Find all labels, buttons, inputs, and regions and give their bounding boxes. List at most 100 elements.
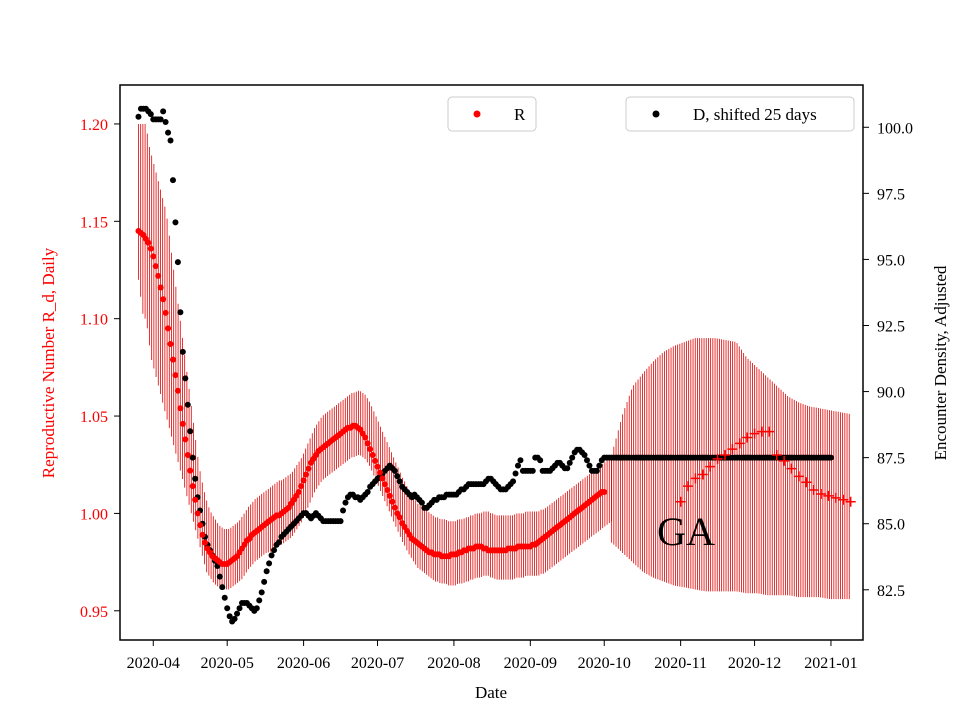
d-point [596, 462, 603, 469]
right-axis-label: Encounter Density, Adjusted [931, 265, 950, 460]
d-point [184, 401, 191, 408]
d-point [236, 605, 243, 612]
r-point [179, 420, 186, 427]
d-point [510, 478, 517, 485]
x-tick-label: 2020-08 [427, 655, 480, 672]
d-point [162, 119, 169, 125]
r-projection-point [771, 450, 782, 460]
left-tick-label: 1.15 [80, 214, 108, 231]
x-tick-label: 2020-10 [578, 655, 631, 672]
d-point [266, 560, 273, 567]
r-point [192, 496, 199, 503]
right-tick-label: 95.0 [877, 252, 905, 269]
d-point [394, 473, 401, 480]
r-projection-point [786, 463, 797, 474]
r-point [194, 510, 201, 517]
right-tick-label: 85.0 [877, 517, 905, 534]
x-tick-label: 2020-04 [127, 655, 180, 672]
x-tick-label: 2020-09 [504, 655, 557, 672]
r-point [295, 489, 302, 495]
x-tick-label: 2020-06 [277, 655, 330, 672]
r-projection-point [749, 428, 760, 439]
legend-d-marker [652, 110, 660, 118]
d-point [172, 219, 179, 226]
left-tick-label: 1.05 [80, 409, 108, 426]
d-point [187, 428, 194, 435]
r-point [182, 436, 189, 443]
d-point [256, 597, 263, 604]
legend-d: D, shifted 25 days [625, 96, 855, 132]
r-point [169, 356, 176, 363]
x-axis-label: Date [475, 683, 507, 702]
d-point [165, 129, 172, 136]
r-point [172, 372, 179, 379]
plot-frame [119, 84, 864, 641]
d-point [169, 177, 176, 184]
error-bars-group [138, 123, 850, 600]
x-tick-label: 2020-11 [654, 655, 707, 672]
d-point [219, 584, 226, 591]
r-projection-point [683, 481, 694, 492]
r-point [303, 471, 310, 478]
d-point [593, 467, 600, 474]
d-point [261, 578, 268, 585]
r-point [199, 531, 206, 538]
d-point [177, 309, 184, 316]
d-point [179, 348, 186, 355]
r-projection-point [727, 444, 738, 455]
d-point [583, 457, 590, 464]
r-point [177, 405, 184, 412]
left-tick-label: 0.95 [80, 604, 108, 621]
r-projection-point [779, 455, 790, 466]
legend-r-label: R [514, 105, 526, 124]
r-projection-point [720, 450, 730, 460]
r-projection-point [830, 492, 841, 503]
d-point [364, 489, 371, 495]
legend-r-box [447, 96, 537, 132]
r-point [160, 296, 167, 303]
d-point [167, 137, 174, 144]
r-point [162, 309, 169, 316]
annotation-state-label: GA [657, 509, 715, 554]
right-tick-label: 100.0 [877, 120, 913, 137]
right-tick-label: 90.0 [877, 385, 905, 402]
legend-d-box [625, 96, 855, 132]
d-point [586, 462, 593, 469]
right-tick-label: 87.5 [877, 451, 905, 468]
r-point [174, 387, 181, 394]
d-point [271, 547, 278, 554]
legend-d-label: D, shifted 25 days [693, 105, 817, 124]
d-point [147, 111, 154, 118]
series-d-points [135, 105, 834, 625]
left-axis-ticks: 0.95 1.00 1.05 1.10 1.15 1.20 [80, 117, 120, 621]
r-projection-point [734, 438, 745, 449]
right-tick-label: 97.5 [877, 186, 905, 203]
r-point [391, 504, 398, 511]
d-point [537, 457, 544, 464]
d-point [340, 507, 347, 514]
d-point [566, 459, 573, 466]
legend-r-marker [473, 110, 481, 118]
r-point [202, 539, 209, 546]
r-point [364, 440, 371, 447]
right-axis-ticks: 82.5 85.0 87.5 90.0 92.5 95.0 97.5 100.0 [863, 120, 913, 600]
d-point [216, 573, 223, 580]
d-point [263, 568, 270, 575]
d-point [581, 452, 588, 458]
r-point [197, 522, 204, 529]
r-point [189, 483, 196, 490]
r-point [372, 457, 379, 464]
x-tick-label: 2020-07 [351, 655, 404, 672]
r-point [305, 465, 312, 472]
r-projection-point [816, 488, 827, 499]
d-point [189, 454, 196, 461]
d-point [135, 113, 142, 120]
d-point [160, 108, 167, 115]
d-point [342, 499, 349, 506]
d-point [514, 462, 521, 469]
d-point [337, 518, 344, 525]
r-point [165, 325, 172, 332]
r-point [145, 239, 152, 246]
d-point [391, 467, 398, 474]
r-point [379, 475, 386, 482]
